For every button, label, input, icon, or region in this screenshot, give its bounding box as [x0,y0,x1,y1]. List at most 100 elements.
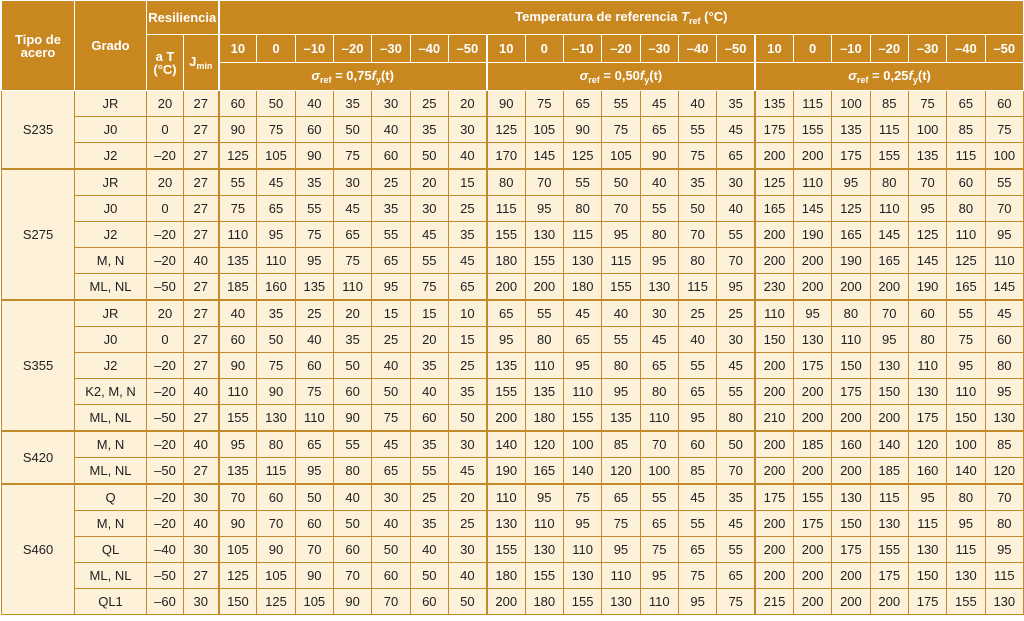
cell-a-t: –20 [146,483,184,511]
cell-value: 80 [562,195,603,222]
cell-value: 175 [831,142,871,170]
cell-value: 110 [907,352,948,379]
cell-value: 40 [294,326,334,353]
cell-value: 130 [869,352,909,379]
cell-j-min: 27 [183,457,220,485]
cell-value: 35 [332,90,373,117]
cell-value: 75 [677,562,718,589]
cell-value: 60 [984,90,1024,117]
cell-j-min: 27 [183,299,220,327]
cell-value: 110 [217,221,258,248]
cell-value: 30 [409,195,449,222]
cell-value: 40 [371,510,411,537]
cell-value: 45 [256,168,296,196]
cell-value: 70 [716,457,757,485]
cell-value: 150 [217,588,258,615]
cell-value: 115 [486,195,526,222]
cell-value: 95 [907,483,948,511]
cell-value: 65 [946,90,986,117]
cell-value: 65 [639,510,679,537]
cell-value: 95 [294,457,334,485]
cell-value: 200 [831,588,871,615]
cell-value: 95 [831,168,871,196]
cell-value: 130 [256,404,296,432]
header-temp-cell: 0 [256,34,296,63]
cell-value: 125 [562,142,603,170]
cell-value: 50 [371,378,411,405]
cell-value: 55 [639,483,679,511]
cell-value: 120 [601,457,641,485]
cell-value: 60 [984,326,1024,353]
cell-j-min: 27 [183,352,220,379]
cell-j-min: 27 [183,168,220,196]
table-row: ML, NL –50 27 185 160 135 110 95 75 65 200 200 180 15… [2,273,1024,301]
cell-value: 105 [294,588,334,615]
cell-value: 185 [792,430,833,458]
cell-value: 175 [754,483,794,511]
header-temp-cell: –20 [332,34,373,63]
cell-value: 80 [486,168,526,196]
cell-value: 25 [371,326,411,353]
cell-value: 95 [294,247,334,274]
header-sigma-group: σref = 0,50fy(t) [486,62,757,91]
cell-value: 95 [217,430,258,458]
cell-value: 95 [256,221,296,248]
cell-value: 35 [371,195,411,222]
header-temp-cell: –10 [294,34,334,63]
cell-value: 65 [601,483,641,511]
cell-value: 90 [639,142,679,170]
cell-a-t: –60 [146,588,184,615]
cell-j-min: 30 [183,483,220,511]
cell-value: 95 [562,510,603,537]
cell-value: 200 [486,404,526,432]
cell-value: 35 [447,221,488,248]
cell-value: 35 [409,352,449,379]
cell-value: 40 [371,116,411,143]
cell-value: 70 [639,430,679,458]
cell-value: 35 [677,168,718,196]
cell-value: 75 [524,90,564,117]
cell-value: 30 [447,116,488,143]
cell-value: 165 [831,221,871,248]
cell-value: 110 [869,195,909,222]
cell-value: 200 [792,536,833,563]
cell-value: 100 [639,457,679,485]
cell-value: 75 [332,142,373,170]
cell-value: 100 [907,116,948,143]
cell-value: 35 [294,168,334,196]
cell-value: 180 [486,562,526,589]
cell-a-t: –50 [146,562,184,589]
cell-value: 75 [256,116,296,143]
cell-value: 55 [946,299,986,327]
cell-value: 80 [601,352,641,379]
cell-value: 55 [294,195,334,222]
cell-value: 50 [601,168,641,196]
cell-value: 90 [562,116,603,143]
cell-value: 200 [792,378,833,405]
cell-value: 90 [217,352,258,379]
cell-value: 180 [524,404,564,432]
cell-value: 115 [946,142,986,170]
cell-value: 80 [639,221,679,248]
cell-value: 25 [371,168,411,196]
cell-grado: J2 [74,352,147,379]
cell-value: 70 [256,510,296,537]
cell-value: 75 [639,536,679,563]
cell-a-t: 0 [146,326,184,353]
cell-j-min: 27 [183,273,220,301]
cell-value: 70 [217,483,258,511]
cell-value: 200 [869,404,909,432]
cell-value: 125 [946,247,986,274]
cell-value: 45 [639,90,679,117]
cell-value: 80 [524,326,564,353]
cell-value: 95 [677,588,718,615]
cell-value: 95 [946,352,986,379]
cell-value: 50 [332,510,373,537]
cell-value: 65 [486,299,526,327]
cell-value: 130 [907,378,948,405]
cell-value: 75 [601,116,641,143]
cell-value: 55 [217,168,258,196]
cell-value: 125 [907,221,948,248]
cell-value: 130 [486,510,526,537]
